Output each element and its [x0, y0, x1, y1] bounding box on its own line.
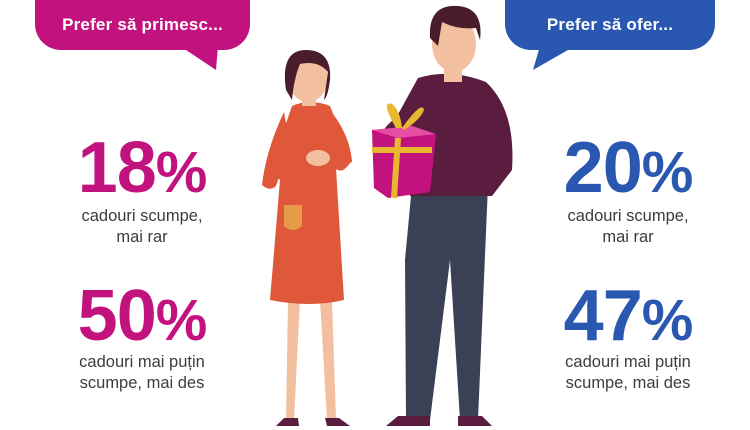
- speech-bubble-give: Prefer să ofer...: [505, 0, 715, 50]
- bubble-receive-text: Prefer să primesc...: [62, 15, 223, 34]
- gift-box-icon: [372, 103, 436, 199]
- stat-give-cheaper-value: 47: [563, 276, 643, 356]
- stat-receive-cheaper-desc: cadouri mai puțin scumpe, mai des: [32, 352, 252, 394]
- desc-line: scumpe, mai des: [565, 374, 691, 392]
- desc-line: scumpe, mai des: [79, 374, 205, 392]
- stat-receive-expensive-desc: cadouri scumpe, mai rar: [32, 206, 252, 248]
- desc-line: cadouri mai puțin: [565, 353, 691, 371]
- stat-give-expensive-value: 20: [563, 128, 643, 208]
- stat-receive-cheaper-value: 50: [77, 276, 157, 356]
- speech-bubble-right-tail-icon: [533, 46, 575, 70]
- stat-give-expensive-symbol: %: [641, 140, 694, 205]
- stat-give-cheaper: 47%: [528, 280, 728, 357]
- stat-give-cheaper-symbol: %: [641, 288, 694, 353]
- speech-bubble-receive: Prefer să primesc...: [35, 0, 250, 50]
- woman-illustration-icon: [262, 50, 352, 426]
- stat-give-cheaper-desc: cadouri mai puțin scumpe, mai des: [518, 352, 738, 394]
- stat-receive-expensive-symbol: %: [155, 140, 208, 205]
- speech-bubble-left-tail-icon: [180, 46, 218, 70]
- desc-line: mai rar: [116, 228, 168, 246]
- stat-receive-cheaper-symbol: %: [155, 288, 208, 353]
- man-illustration-icon: [378, 5, 513, 426]
- stat-give-expensive-desc: cadouri scumpe, mai rar: [518, 206, 738, 248]
- desc-line: cadouri scumpe,: [81, 207, 203, 225]
- desc-line: mai rar: [602, 228, 654, 246]
- stat-give-expensive: 20%: [528, 132, 728, 209]
- desc-line: cadouri mai puțin: [79, 353, 205, 371]
- stat-receive-expensive: 18%: [42, 132, 242, 209]
- desc-line: cadouri scumpe,: [567, 207, 689, 225]
- bubble-give-text: Prefer să ofer...: [546, 15, 674, 34]
- stat-receive-expensive-value: 18: [77, 128, 157, 208]
- stat-receive-cheaper: 50%: [42, 280, 242, 357]
